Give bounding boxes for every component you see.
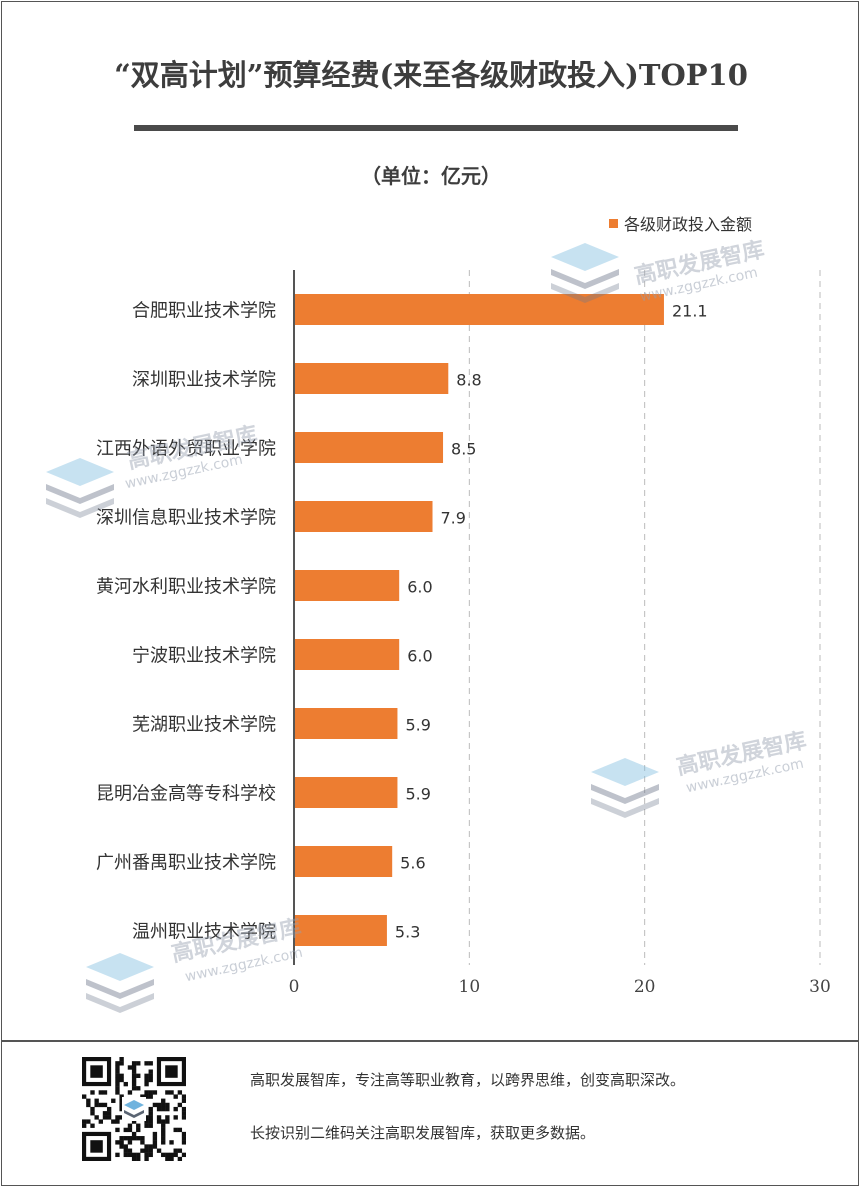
data-label: 6.0: [407, 647, 432, 666]
footer-slogan: 高职发展智库，专注高等职业教育，以跨界思维，创变高职深改。: [250, 1071, 686, 1089]
category-label: 深圳信息职业技术学院: [96, 508, 276, 529]
bar: [294, 501, 433, 532]
data-label: 5.9: [405, 785, 430, 804]
title-divider: [134, 125, 738, 131]
bar: [294, 363, 449, 394]
bar: [294, 432, 444, 463]
x-tick-label: 30: [809, 977, 831, 997]
bar: [294, 294, 664, 325]
category-label: 广州番禺职业技术学院: [96, 853, 276, 874]
category-label: 宁波职业技术学院: [132, 646, 276, 667]
data-label: 7.9: [441, 509, 466, 528]
chart-legend: 各级财政投入金额: [609, 211, 752, 235]
legend-label: 各级财政投入金额: [624, 215, 753, 234]
category-label: 江西外语外贸职业学院: [96, 439, 276, 460]
category-label: 温州职业技术学院: [132, 922, 276, 943]
category-label: 合肥职业技术学院: [132, 301, 276, 322]
data-label: 5.6: [400, 854, 425, 873]
bar: [294, 915, 387, 946]
data-label: 5.3: [395, 923, 420, 942]
bar: [294, 708, 398, 739]
x-tick-label: 20: [634, 977, 656, 997]
x-tick-label: 10: [459, 977, 481, 997]
category-label: 昆明冶金高等专科学校: [96, 784, 276, 805]
bar: [294, 570, 400, 601]
category-label: 黄河水利职业技术学院: [96, 577, 276, 598]
legend-swatch: [609, 218, 618, 228]
qr-code[interactable]: [82, 1057, 186, 1161]
data-label: 21.1: [672, 302, 708, 321]
data-label: 8.8: [456, 371, 481, 390]
data-label: 6.0: [407, 578, 432, 597]
bar: [294, 846, 393, 877]
data-label: 5.9: [405, 716, 430, 735]
x-tick-label: 0: [289, 977, 300, 997]
data-label: 8.5: [451, 440, 476, 459]
bar-chart: 0 10 20 30 合肥职业技术学院 21.1 深圳职业技术学院 8.8 江西外语外贸职业学院…: [96, 270, 831, 997]
unit-label: （单位：亿元）: [361, 164, 501, 188]
bar: [294, 777, 398, 808]
footer-divider: [1, 1040, 859, 1042]
category-label: 深圳职业技术学院: [132, 370, 276, 391]
bar: [294, 639, 400, 670]
chart-title: “双高计划”预算经费(来至各级财政投入)TOP10: [114, 58, 748, 92]
category-label: 芜湖职业技术学院: [132, 715, 276, 736]
footer-instruction: 长按识别二维码关注高职发展智库，获取更多数据。: [250, 1124, 596, 1142]
